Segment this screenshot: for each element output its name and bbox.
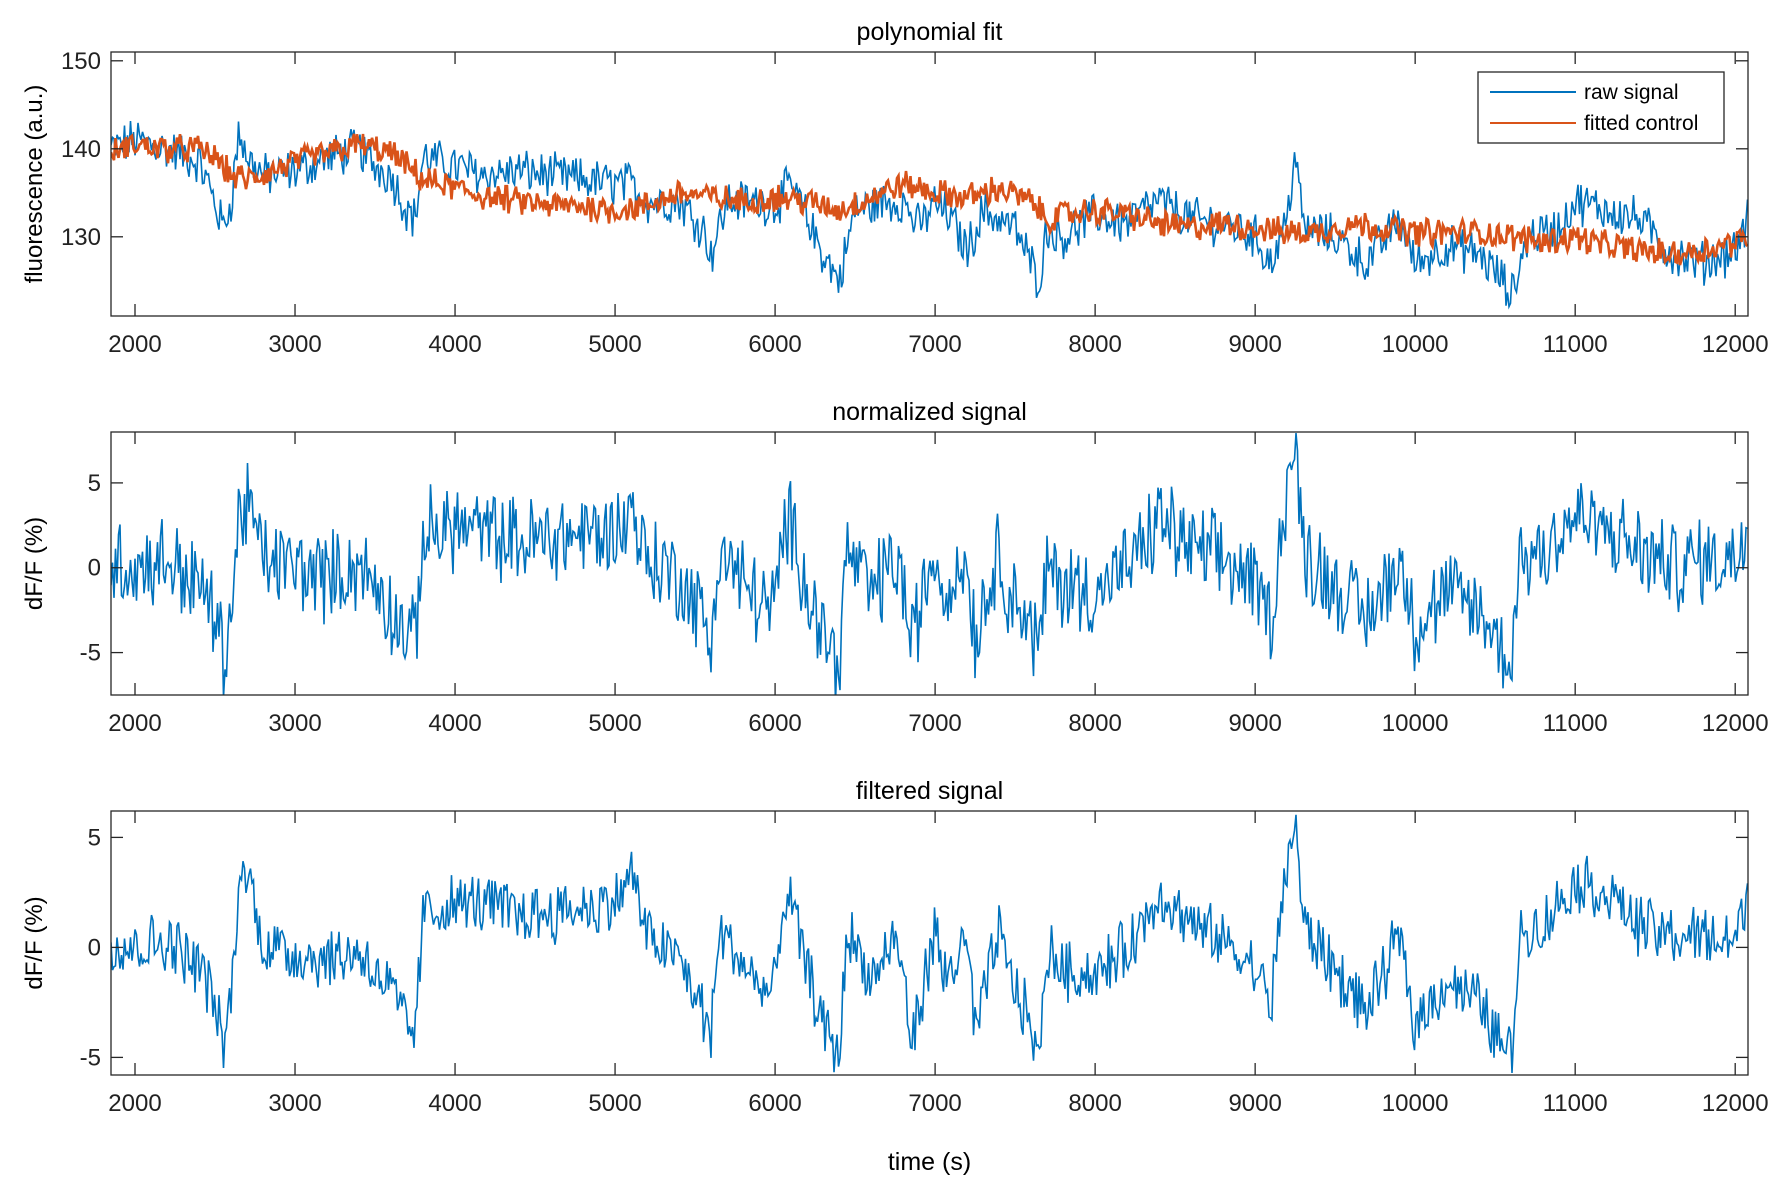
x-tick-label: 6000 bbox=[748, 1090, 801, 1117]
x-tick-label: 7000 bbox=[908, 710, 961, 737]
axes-box bbox=[110, 431, 1749, 696]
x-tick-label: 11000 bbox=[1543, 331, 1608, 358]
x-tick-label: 8000 bbox=[1068, 1090, 1121, 1117]
subplot-1: 2000 3000 4000 5000 6000 7000 8000 9000 10000 110… bbox=[21, 18, 1769, 358]
y-axis-label: dF/F (%) bbox=[21, 896, 48, 989]
x-tick-label: 4000 bbox=[428, 1090, 481, 1117]
x-tick-label: 3000 bbox=[268, 1090, 321, 1117]
x-tick-label: 10000 bbox=[1382, 331, 1449, 358]
x-tick-label: 10000 bbox=[1382, 710, 1449, 737]
x-axis-label: time (s) bbox=[888, 1148, 971, 1176]
series-line-dff bbox=[111, 814, 1748, 1074]
y-axis-label: dF/F (%) bbox=[21, 517, 48, 610]
subplot-3: 2000 3000 4000 5000 6000 7000 8000 9000 10000 110… bbox=[21, 777, 1769, 1176]
series-line-dff bbox=[111, 433, 1748, 695]
x-tick-label: 5000 bbox=[588, 710, 641, 737]
y-tick-label: -5 bbox=[80, 640, 101, 667]
subplot-title: filtered signal bbox=[856, 777, 1003, 805]
x-tick-label: 5000 bbox=[588, 1090, 641, 1117]
x-tick-label: 12000 bbox=[1702, 331, 1769, 358]
x-tick-label: 5000 bbox=[588, 331, 641, 358]
x-tick-label: 2000 bbox=[108, 331, 161, 358]
x-tick-label: 7000 bbox=[908, 331, 961, 358]
x-tick-label: 8000 bbox=[1068, 710, 1121, 737]
x-tick-label: 9000 bbox=[1228, 331, 1281, 358]
y-tick-label: 5 bbox=[88, 470, 101, 497]
y-tick-label: 5 bbox=[88, 824, 101, 851]
x-tick-label: 12000 bbox=[1702, 710, 1769, 737]
legend: raw signal fitted control bbox=[1477, 71, 1725, 144]
x-tick-label: 2000 bbox=[108, 710, 161, 737]
x-tick-label: 4000 bbox=[428, 710, 481, 737]
x-tick-label: 12000 bbox=[1702, 1090, 1769, 1117]
y-tick-label: 0 bbox=[88, 934, 101, 961]
series-line-fitted-control bbox=[111, 133, 1748, 266]
x-tick-label: 8000 bbox=[1068, 331, 1121, 358]
x-tick-label: 11000 bbox=[1543, 710, 1608, 737]
y-axis-label: fluorescence (a.u.) bbox=[21, 85, 48, 284]
x-tick-label: 10000 bbox=[1382, 1090, 1449, 1117]
y-tick-label: 0 bbox=[88, 555, 101, 582]
y-tick-label: -5 bbox=[80, 1044, 101, 1071]
x-tick-label: 9000 bbox=[1228, 710, 1281, 737]
y-tick-label: 140 bbox=[61, 136, 101, 163]
x-tick-label: 2000 bbox=[108, 1090, 161, 1117]
x-tick-label: 7000 bbox=[908, 1090, 961, 1117]
x-tick-label: 6000 bbox=[748, 331, 801, 358]
legend-box bbox=[1477, 71, 1725, 144]
y-tick-label: 150 bbox=[61, 48, 101, 75]
series-line-raw-signal bbox=[111, 121, 1748, 310]
x-tick-label: 9000 bbox=[1228, 1090, 1281, 1117]
axes-box bbox=[110, 51, 1749, 317]
x-tick-label: 6000 bbox=[748, 710, 801, 737]
x-tick-label: 11000 bbox=[1543, 1090, 1608, 1117]
y-tick-label: 130 bbox=[61, 224, 101, 251]
x-tick-label: 4000 bbox=[428, 331, 481, 358]
legend-label: fitted control bbox=[1584, 112, 1698, 135]
subplot-title: normalized signal bbox=[832, 398, 1027, 426]
subplot-2: 2000 3000 4000 5000 6000 7000 8000 9000 10000 110… bbox=[21, 398, 1769, 737]
legend-label: raw signal bbox=[1584, 81, 1679, 104]
subplot-title: polynomial fit bbox=[857, 18, 1003, 46]
x-tick-label: 3000 bbox=[268, 331, 321, 358]
x-tick-label: 3000 bbox=[268, 710, 321, 737]
axes-box bbox=[110, 810, 1749, 1076]
